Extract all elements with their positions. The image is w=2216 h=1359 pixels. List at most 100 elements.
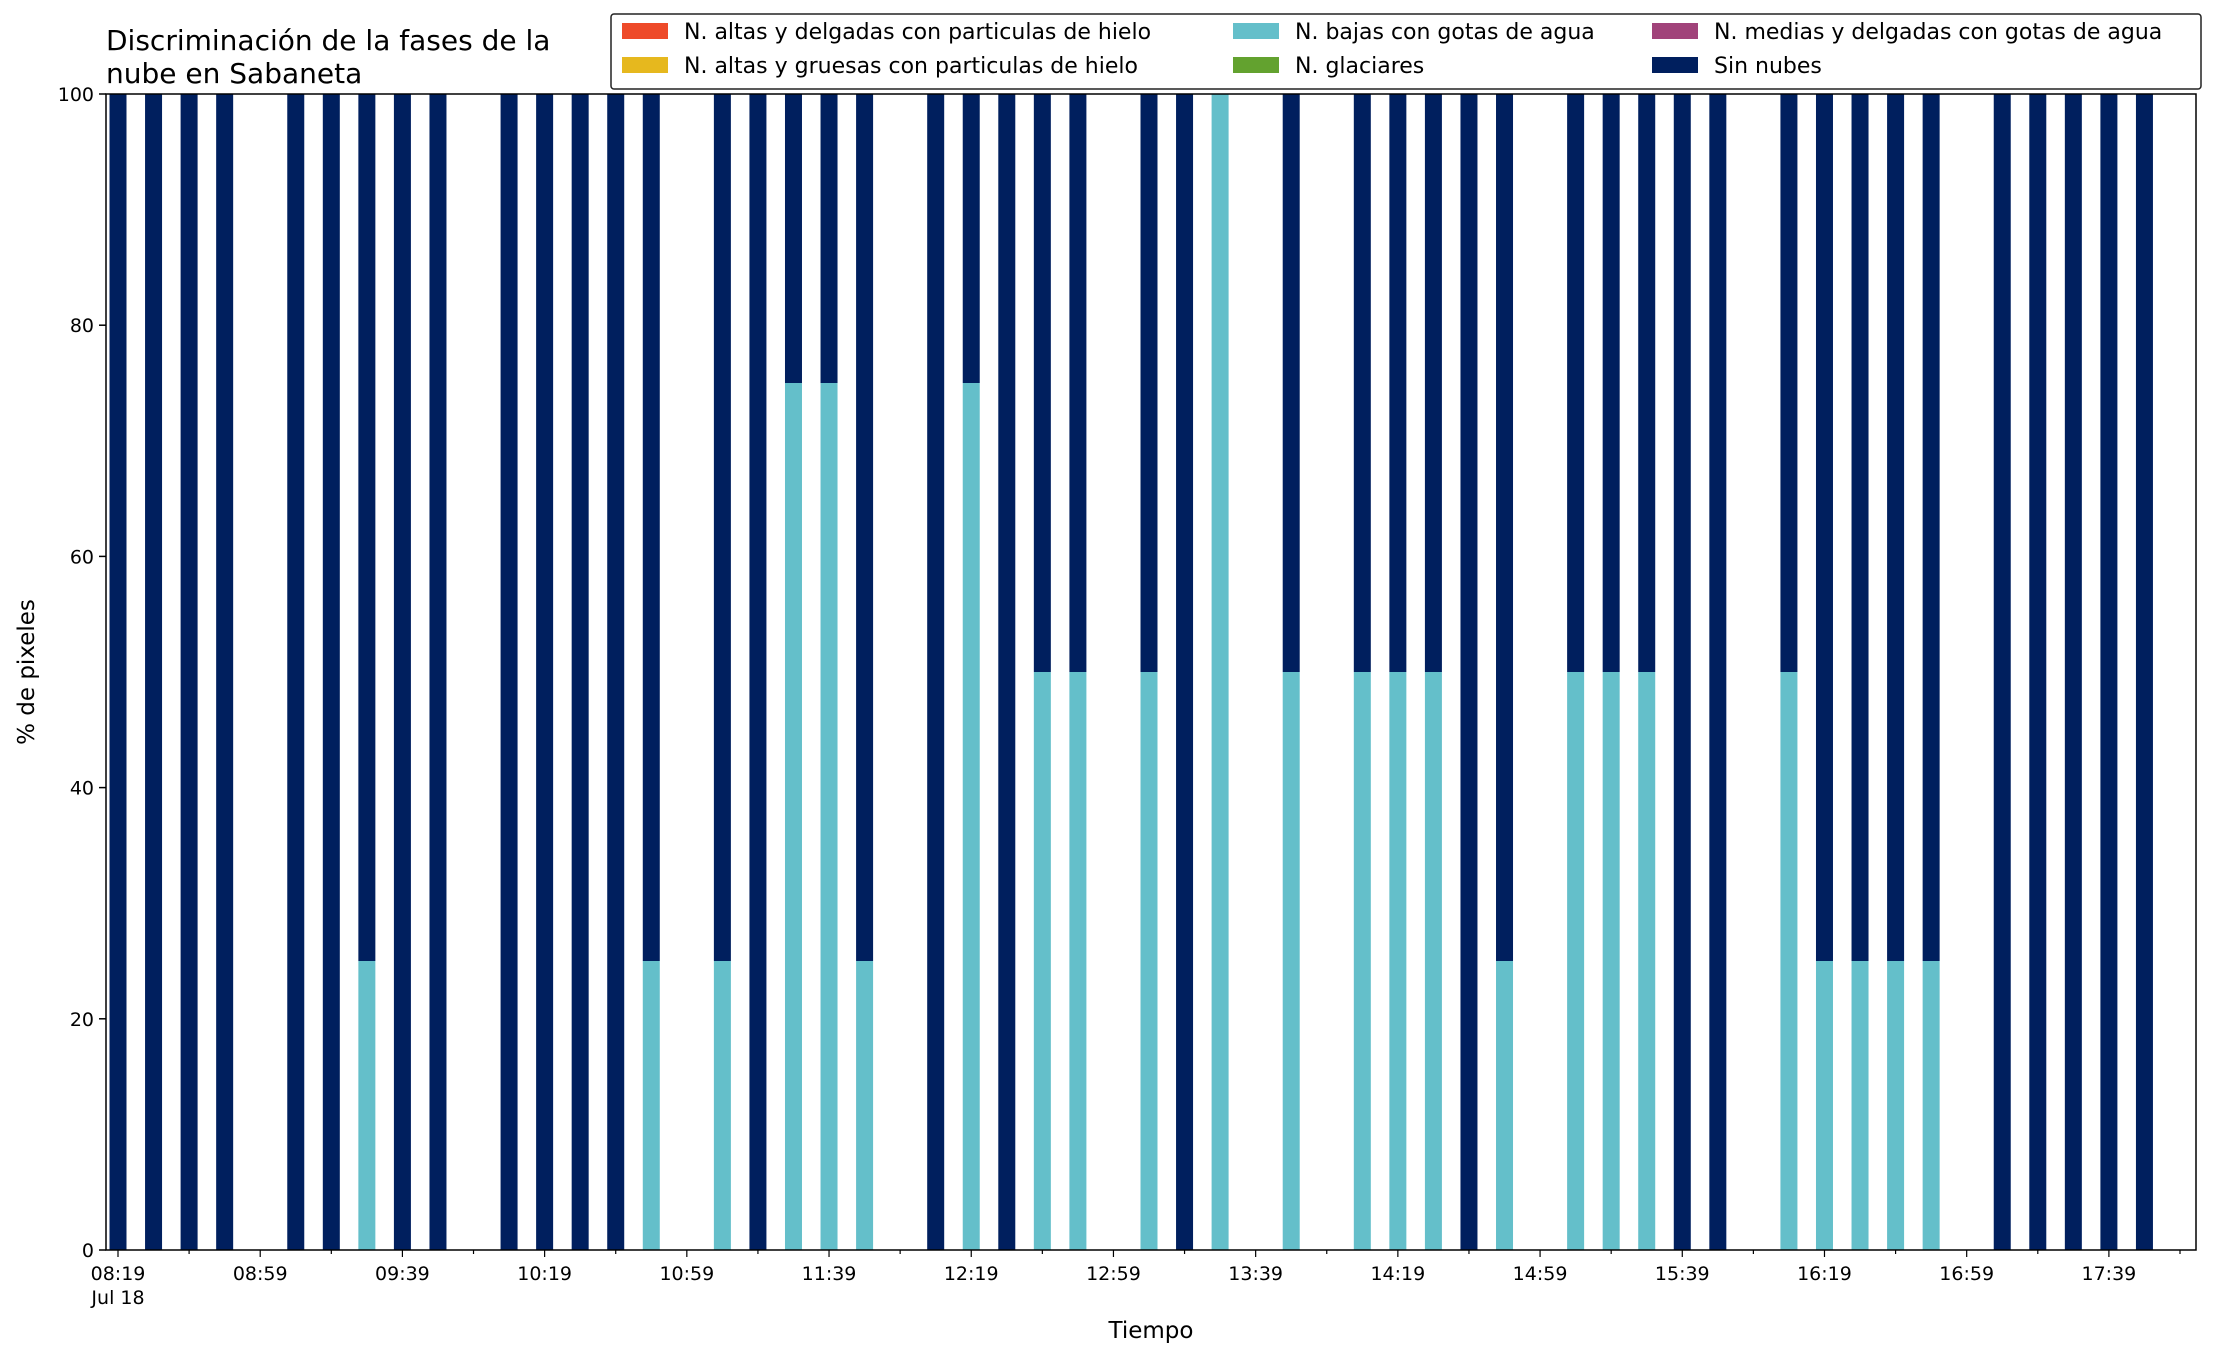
legend-swatch-3 [1233, 57, 1279, 73]
y-tick-label-100: 100 [58, 84, 94, 106]
bar-1349-s5 [1282, 94, 1300, 672]
bar-1509-s2 [1567, 672, 1585, 1250]
bar-1419-s5 [1389, 94, 1407, 672]
title-line-1: nube en Sabaneta [106, 57, 362, 90]
x-tick-label-1659: 16:59 [1939, 1263, 1994, 1285]
bar-1009-s5 [500, 94, 518, 1250]
bar-1619-s5 [1815, 94, 1833, 961]
bar-1409-s5 [1353, 94, 1371, 672]
legend-swatch-2 [1233, 23, 1279, 39]
bar-1139-s5 [820, 94, 838, 383]
bar-1629-s5 [1851, 94, 1869, 961]
axes-layer: 0 20 40 60 80 100 08:19 08:59 09:39 10:19 10:59 11:… [14, 84, 2197, 1344]
bar-1749-s5 [2135, 94, 2153, 1250]
bar-1139-s2 [820, 383, 838, 1250]
legend-box [610, 13, 2202, 90]
title-line-0: Discriminación de la fases de la [106, 24, 550, 57]
bar-1239-s5 [1033, 94, 1051, 672]
bar-0839-s5 [180, 94, 198, 1250]
legend-label-5: Sin nubes [1714, 54, 1822, 79]
bar-1419-s2 [1389, 672, 1407, 1250]
bar-1119-s5 [749, 94, 767, 1250]
x-tick-label-0939: 09:39 [375, 1263, 430, 1285]
bar-1649-s2 [1922, 961, 1940, 1250]
x-tick-label-1139: 11:39 [802, 1263, 857, 1285]
bar-1039-s5 [607, 94, 625, 1250]
bar-1519-s5 [1602, 94, 1620, 672]
x-tick-label-1739: 17:39 [2082, 1263, 2137, 1285]
x-tick-label-1339: 13:39 [1228, 1263, 1283, 1285]
bar-1029-s5 [571, 94, 589, 1250]
bar-0909-s5 [287, 94, 305, 1250]
bar-1109-s5 [713, 94, 731, 961]
x-tick-label-1019: 10:19 [517, 1263, 572, 1285]
bar-1349-s2 [1282, 672, 1300, 1250]
x-tick-label-1259: 12:59 [1086, 1263, 1141, 1285]
y-tick-label-60: 60 [70, 546, 94, 568]
bar-1639-s5 [1887, 94, 1905, 961]
x-tick-label-1539: 15:39 [1655, 1263, 1710, 1285]
y-tick-label-0: 0 [82, 1240, 94, 1262]
bar-1429-s5 [1424, 94, 1442, 672]
plot-frame [105, 93, 2197, 1251]
bar-0929-s2 [358, 961, 376, 1250]
bar-1319-s5 [1176, 94, 1194, 1250]
legend-label-4: N. medias y delgadas con gotas de agua [1714, 20, 2162, 45]
legend-label-3: N. glaciares [1295, 54, 1424, 79]
bar-1309-s5 [1140, 94, 1158, 672]
bar-1509-s5 [1567, 94, 1585, 672]
bar-1529-s2 [1638, 672, 1656, 1250]
bars-layer [109, 94, 2153, 1250]
x-tick-label-1419: 14:19 [1370, 1263, 1425, 1285]
bar-1729-s5 [2064, 94, 2082, 1250]
bar-1309-s2 [1140, 672, 1158, 1250]
x-tick-label-0819: 08:19 [91, 1263, 146, 1285]
x-tick-label-1459: 14:59 [1513, 1263, 1568, 1285]
legend-swatch-5 [1652, 57, 1698, 73]
bar-1449-s5 [1496, 94, 1514, 961]
bar-1549-s5 [1709, 94, 1727, 1250]
legend-label-1: N. altas y gruesas con particulas de hie… [684, 54, 1138, 79]
bar-1129-s5 [784, 94, 802, 383]
bar-1219-s5 [962, 94, 980, 383]
legend-label-0: N. altas y delgadas con particulas de hi… [684, 20, 1151, 45]
bar-1609-s2 [1780, 672, 1798, 1250]
y-tick-label-80: 80 [70, 315, 94, 337]
bar-1209-s5 [927, 94, 945, 1250]
bar-1709-s5 [1993, 94, 2011, 1250]
x-tick-label-1619: 16:19 [1797, 1263, 1852, 1285]
y-tick-label-20: 20 [70, 1009, 94, 1031]
bar-1449-s2 [1496, 961, 1514, 1250]
bar-1539-s5 [1673, 94, 1691, 1250]
bar-1219-s2 [962, 383, 980, 1250]
bar-0939-s5 [393, 94, 411, 1250]
bar-1649-s5 [1922, 94, 1940, 961]
bar-1049-s2 [642, 961, 660, 1250]
x-tick-label-0859: 08:59 [233, 1263, 288, 1285]
bar-1629-s2 [1851, 961, 1869, 1250]
bar-1719-s5 [2029, 94, 2047, 1250]
bar-1249-s5 [1069, 94, 1087, 672]
legend: N. altas y delgadas con particulas de hi… [610, 13, 2202, 90]
bar-1049-s5 [642, 94, 660, 961]
bar-0849-s5 [216, 94, 234, 1250]
bar-1519-s2 [1602, 672, 1620, 1250]
bar-1639-s2 [1887, 961, 1905, 1250]
x-tick-label-1059: 10:59 [659, 1263, 714, 1285]
bar-0819-s5 [109, 94, 127, 1250]
legend-swatch-0 [622, 23, 668, 39]
x-tick-label-1219: 12:19 [944, 1263, 999, 1285]
bar-0829-s5 [145, 94, 163, 1250]
bar-1149-s2 [856, 961, 874, 1250]
bar-1619-s2 [1815, 961, 1833, 1250]
bar-1149-s5 [856, 94, 874, 961]
y-tick-label-40: 40 [70, 778, 94, 800]
legend-label-2: N. bajas con gotas de agua [1295, 20, 1595, 45]
bar-1329-s2 [1211, 94, 1229, 1250]
x-axis-label: Tiempo [1108, 1318, 1194, 1344]
x-date-label: Jul 18 [90, 1287, 144, 1309]
bar-1609-s5 [1780, 94, 1798, 672]
legend-swatch-1 [622, 57, 668, 73]
